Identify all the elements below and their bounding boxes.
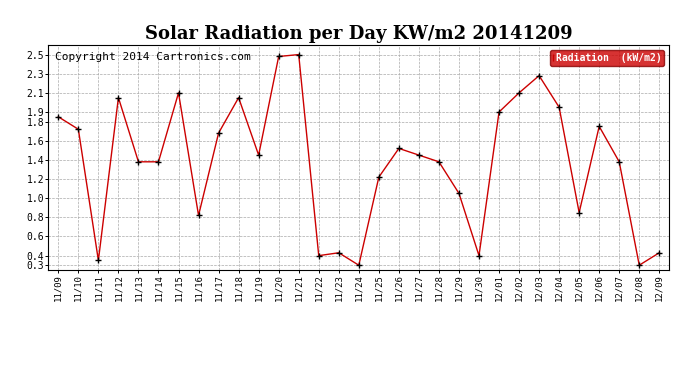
Title: Solar Radiation per Day KW/m2 20141209: Solar Radiation per Day KW/m2 20141209: [145, 26, 573, 44]
Text: Copyright 2014 Cartronics.com: Copyright 2014 Cartronics.com: [55, 52, 250, 62]
Legend: Radiation  (kW/m2): Radiation (kW/m2): [550, 50, 664, 66]
